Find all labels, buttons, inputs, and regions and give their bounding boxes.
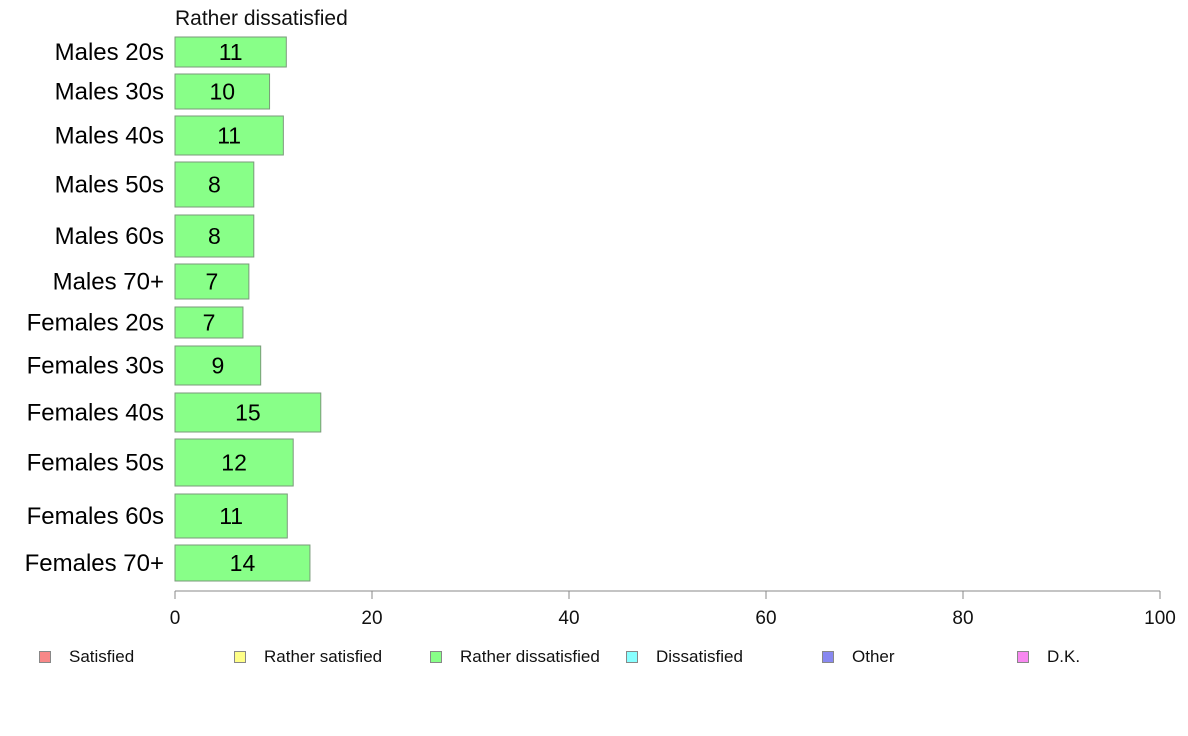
bar-chart: 11 Males 20s 10 Males 30s 11 Males 40s 8 Males … <box>25 36 1176 629</box>
category-label: Males 20s <box>55 39 164 66</box>
x-tick-label: 20 <box>361 608 382 629</box>
category-label: Females 30s <box>27 353 164 380</box>
bar <box>174 115 284 156</box>
legend-label: Other <box>852 647 895 666</box>
category-label: Males 70+ <box>53 269 164 296</box>
bar <box>174 544 311 582</box>
legend-swatch <box>626 651 638 663</box>
bar <box>174 36 287 68</box>
legend-label: Dissatisfied <box>656 647 743 666</box>
x-tick-label: 80 <box>952 608 973 629</box>
data-label: 9 <box>211 353 224 379</box>
legend-item: Other <box>822 646 895 668</box>
legend-label: Rather dissatisfied <box>460 647 600 666</box>
legend-label: Satisfied <box>69 647 135 666</box>
data-label: 10 <box>209 79 235 105</box>
bar <box>174 263 250 300</box>
category-label: Females 20s <box>27 310 164 337</box>
bar <box>174 345 262 386</box>
category-label: Females 40s <box>27 400 164 427</box>
bar <box>174 392 322 433</box>
x-tick-label: 40 <box>558 608 579 629</box>
bar <box>174 493 288 539</box>
category-label: Males 30s <box>55 79 164 106</box>
bar <box>174 161 255 208</box>
bar <box>174 306 244 339</box>
category-label: Females 50s <box>27 450 164 477</box>
legend-label: Rather satisfied <box>264 647 383 666</box>
data-label: 14 <box>230 550 256 576</box>
legend-swatch <box>430 651 442 663</box>
category-label: Males 60s <box>55 223 164 250</box>
legend-label: D.K. <box>1047 647 1081 666</box>
data-label: 12 <box>221 450 247 476</box>
bar <box>174 438 294 487</box>
data-label: 8 <box>208 172 221 198</box>
data-label: 11 <box>217 123 241 149</box>
legend-item: Rather satisfied <box>234 646 382 668</box>
chart-legend: Satisfied Rather satisfied Rather dissatis… <box>0 646 1188 668</box>
legend-swatch <box>39 651 51 663</box>
category-label: Females 60s <box>27 503 164 530</box>
legend-swatch <box>1017 651 1029 663</box>
legend-item: Satisfied <box>39 646 134 668</box>
category-label: Males 50s <box>55 172 164 199</box>
legend-swatch <box>822 651 834 663</box>
data-label: 11 <box>219 39 243 65</box>
data-label: 11 <box>219 503 243 529</box>
bar <box>174 214 255 258</box>
chart-title: Rather dissatisfied <box>175 7 348 30</box>
data-label: 7 <box>206 269 219 295</box>
category-label: Females 70+ <box>25 550 164 577</box>
x-tick-label: 60 <box>755 608 776 629</box>
legend-swatch <box>234 651 246 663</box>
x-tick-label: 100 <box>1144 608 1176 629</box>
x-tick-label: 0 <box>170 608 181 629</box>
category-label: Males 40s <box>55 123 164 150</box>
data-label: 15 <box>235 400 261 426</box>
data-label: 8 <box>208 223 221 249</box>
legend-item: Dissatisfied <box>626 646 743 668</box>
bar <box>174 73 271 110</box>
data-label: 7 <box>203 310 216 336</box>
legend-item: D.K. <box>1017 646 1080 668</box>
legend-item: Rather dissatisfied <box>430 646 600 668</box>
